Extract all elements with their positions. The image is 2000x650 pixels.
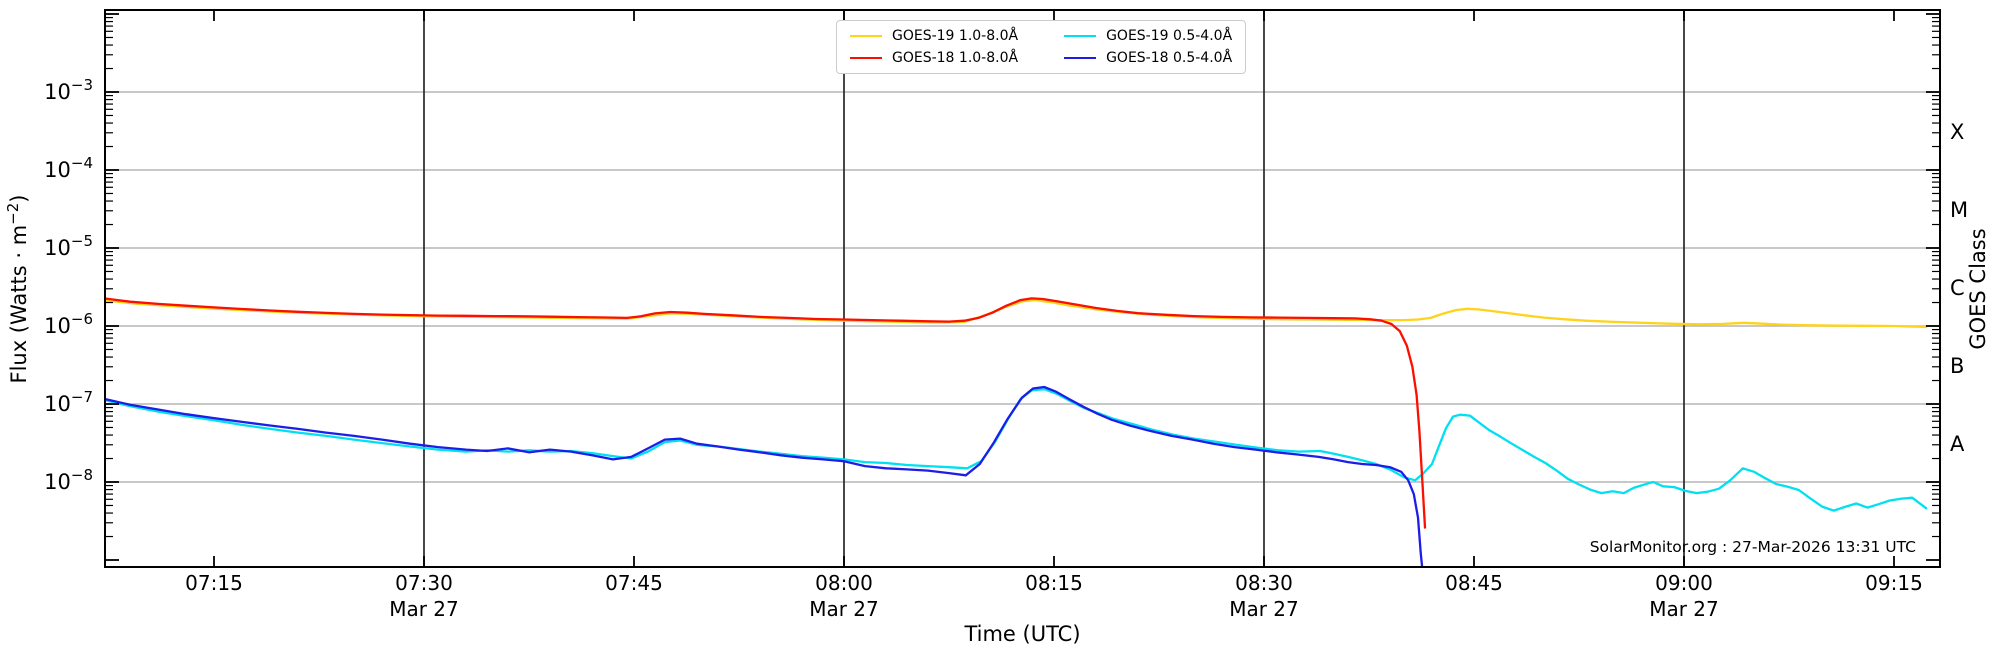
y-tick-label: 10−5	[44, 232, 93, 260]
x-axis-label: Time (UTC)	[963, 622, 1080, 646]
x-tick-label: 08:45	[1445, 571, 1503, 595]
goes-class-label: X	[1950, 120, 1964, 144]
x-date-label: Mar 27	[1229, 597, 1299, 621]
x-tick-label: 08:30	[1235, 571, 1293, 595]
series-goes-18-0-5-4-0-	[105, 385, 1424, 567]
legend-label: GOES-19 0.5-4.0Å	[1106, 28, 1233, 44]
goes19-short-swatch	[1064, 34, 1097, 38]
y-tick-label: 10−3	[44, 76, 93, 104]
y-axis-label-right: GOES Class	[1966, 228, 1990, 349]
legend-item-goes18-short: GOES-18 0.5-4.0Å	[1064, 50, 1232, 66]
y-tick-label: 10−8	[44, 466, 93, 494]
x-tick-label: 08:00	[815, 571, 873, 595]
goes18-short-swatch	[1064, 56, 1097, 60]
plot-frame	[104, 9, 1941, 568]
x-tick-label: 09:00	[1655, 571, 1713, 595]
y-tick-label: 10−6	[44, 310, 93, 338]
x-tick-label: 09:15	[1865, 571, 1923, 595]
chart-legend: GOES-19 1.0-8.0Å GOES-18 1.0-8.0Å GOES-1…	[836, 20, 1247, 74]
y-tick-label: 10−7	[44, 388, 93, 416]
series-goes-18-1-0-8-0-	[105, 297, 1427, 529]
legend-label: GOES-18 0.5-4.0Å	[1106, 50, 1233, 66]
y-tick-label: 10−4	[44, 154, 93, 182]
y-axis-label: Flux (Watts · m−2)	[4, 194, 31, 383]
goes-class-label: B	[1950, 354, 1964, 378]
x-date-label: Mar 27	[389, 597, 459, 621]
goes18-long-swatch	[850, 56, 882, 60]
goes-class-label: M	[1950, 198, 1968, 222]
series-goes-19-0-5-4-0-	[105, 388, 1928, 512]
x-date-label: Mar 27	[1649, 597, 1719, 621]
goes-class-label: C	[1950, 276, 1965, 300]
goes19-long-swatch	[850, 34, 882, 38]
x-tick-label: 07:15	[185, 571, 243, 595]
x-date-label: Mar 27	[809, 597, 879, 621]
attribution-text: SolarMonitor.org : 27-Mar-2026 13:31 UTC	[1590, 538, 1916, 556]
legend-item-goes18-long: GOES-18 1.0-8.0Å	[850, 50, 1018, 66]
x-tick-label: 07:45	[605, 571, 663, 595]
legend-item-goes19-long: GOES-19 1.0-8.0Å	[850, 28, 1018, 44]
legend-item-goes19-short: GOES-19 0.5-4.0Å	[1064, 28, 1232, 44]
x-tick-label: 07:30	[395, 571, 453, 595]
x-tick-label: 08:15	[1025, 571, 1083, 595]
goes-class-label: A	[1950, 432, 1965, 456]
legend-label: GOES-18 1.0-8.0Å	[892, 50, 1019, 66]
legend-label: GOES-19 1.0-8.0Å	[892, 28, 1019, 44]
